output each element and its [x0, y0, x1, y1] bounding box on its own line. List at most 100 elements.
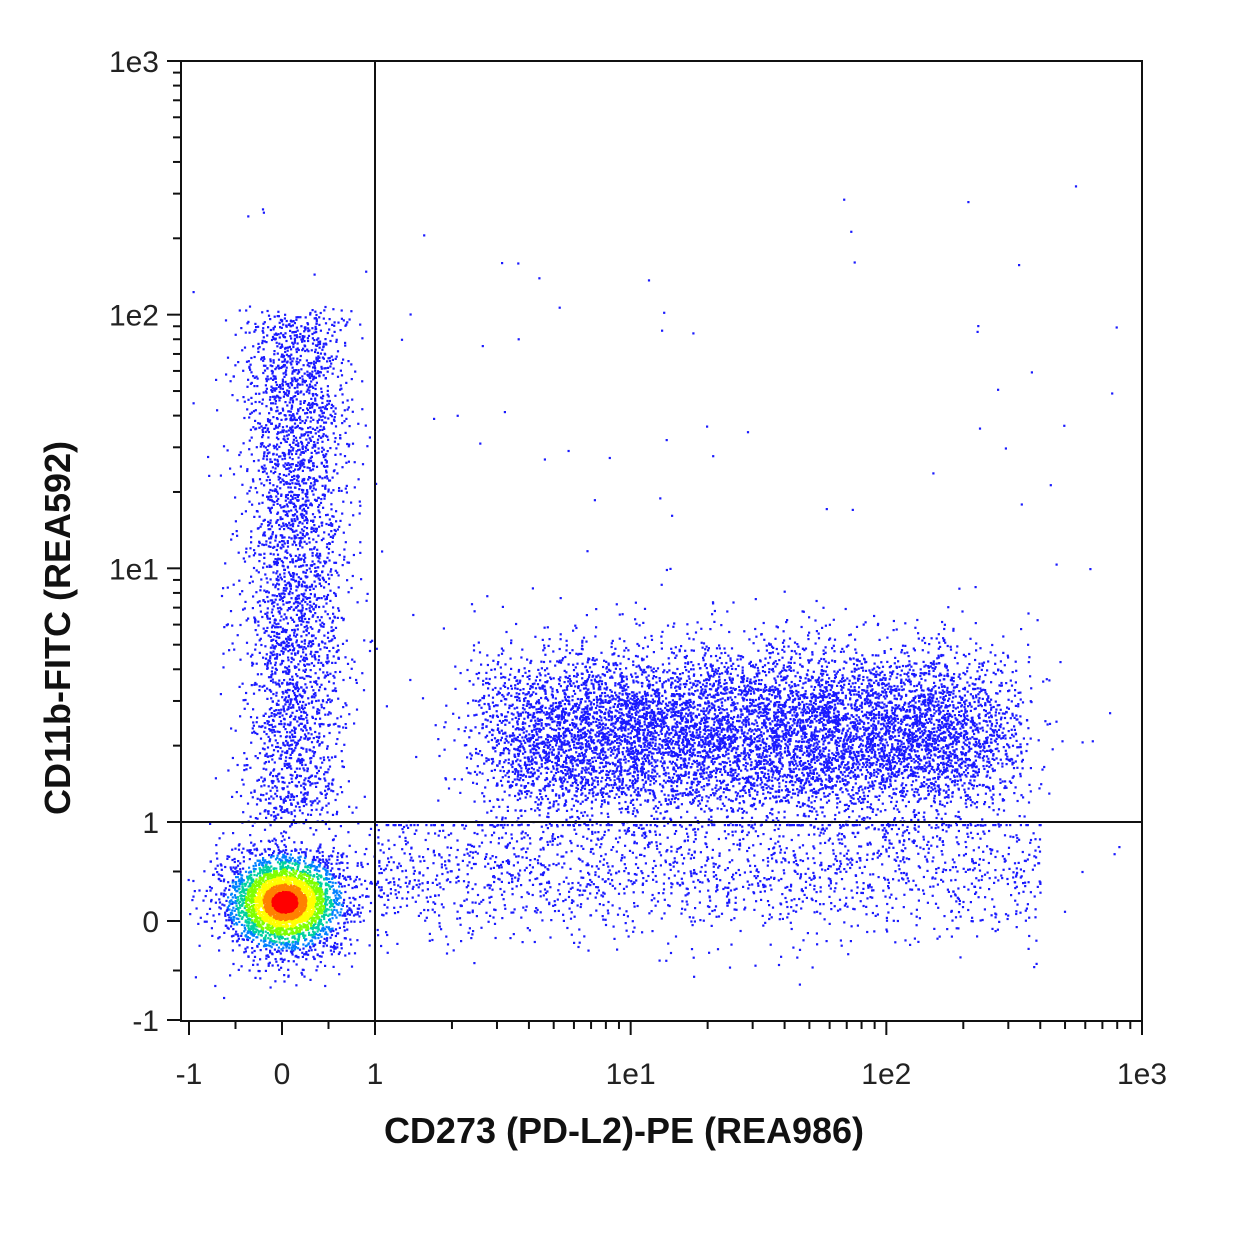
event-dot: [282, 849, 285, 852]
event-dot: [308, 640, 311, 643]
event-dot: [300, 325, 303, 328]
event-dot: [318, 597, 321, 600]
event-dot: [271, 786, 274, 789]
event-dot: [251, 653, 254, 656]
event-dot: [314, 948, 317, 951]
event-dot: [282, 589, 285, 592]
event-dot: [262, 532, 265, 535]
event-dot: [264, 612, 267, 615]
event-dot: [254, 976, 257, 979]
event-dot: [297, 556, 300, 559]
event-dot: [318, 743, 321, 746]
event-dot: [263, 451, 266, 454]
event-dot: [294, 391, 297, 394]
event-dot: [296, 720, 299, 723]
event-dot: [355, 708, 359, 711]
event-dot: [957, 732, 960, 735]
event-dot: [686, 781, 689, 785]
event-dot: [285, 467, 288, 471]
event-dot: [304, 683, 307, 686]
event-dot: [295, 452, 298, 455]
event-dot: [270, 676, 273, 679]
event-dot: [343, 558, 346, 561]
event-dot: [324, 487, 327, 490]
event-dot: [264, 798, 267, 801]
event-dot: [308, 737, 311, 740]
event-dot: [236, 870, 239, 873]
event-dot: [259, 853, 262, 856]
event-dot: [751, 824, 754, 827]
event-dot: [308, 383, 312, 386]
event-dot: [350, 920, 353, 923]
event-dot: [309, 749, 312, 752]
event-dot: [970, 705, 973, 708]
event-dot: [344, 914, 347, 917]
event-dot: [306, 770, 309, 773]
event-dot: [332, 790, 335, 793]
event-dot: [276, 511, 280, 514]
event-dot: [284, 380, 287, 383]
event-dot: [301, 380, 304, 383]
event-dot: [320, 367, 323, 370]
event-dot: [323, 777, 326, 780]
event-dot: [265, 341, 268, 344]
event-dot: [326, 543, 329, 546]
event-dot: [552, 805, 555, 808]
event-dot: [281, 835, 284, 838]
event-dot: [241, 590, 244, 593]
event-dot: [286, 346, 289, 349]
event-dot: [650, 731, 653, 734]
event-dot: [740, 710, 743, 713]
event-dot: [282, 524, 285, 527]
event-dot: [275, 642, 279, 645]
event-dot: [677, 747, 680, 750]
event-dot: [578, 706, 581, 709]
event-dot: [358, 915, 361, 918]
event-dot: [295, 666, 298, 669]
event-dot: [342, 726, 345, 729]
event-dot: [268, 961, 271, 964]
event-dot: [274, 558, 277, 561]
event-dot: [282, 430, 285, 434]
event-dot: [868, 669, 871, 672]
event-dot: [312, 737, 315, 740]
event-dot: [266, 617, 269, 620]
event-dot: [728, 738, 731, 741]
event-dot: [263, 777, 266, 780]
event-dot: [299, 460, 302, 463]
event-dot: [300, 528, 304, 531]
event-dot: [283, 536, 286, 539]
event-dot: [293, 541, 296, 544]
event-dot: [264, 645, 267, 648]
event-dot: [272, 850, 276, 853]
event-dot: [273, 427, 276, 430]
event-dot: [316, 548, 319, 551]
event-dot: [279, 625, 282, 629]
event-dot: [338, 731, 341, 734]
event-dot: [293, 620, 296, 623]
event-dot: [295, 639, 298, 642]
event-dot: [303, 372, 306, 375]
event-dot: [276, 485, 279, 488]
event-dot: [258, 392, 261, 395]
event-dot: [345, 484, 348, 487]
event-dot: [258, 400, 261, 404]
event-dot: [229, 974, 232, 977]
event-dot: [272, 484, 275, 487]
event-dot: [499, 754, 502, 757]
event-dot: [217, 873, 220, 876]
event-dot: [259, 445, 262, 448]
event-dot: [319, 340, 322, 343]
event-dot: [251, 503, 254, 506]
event-dot: [309, 978, 312, 981]
event-dot: [288, 634, 291, 637]
event-dot: [247, 617, 250, 620]
event-dot: [805, 754, 808, 757]
event-dot: [252, 460, 256, 463]
event-dot: [341, 393, 344, 396]
event-dot: [280, 832, 283, 835]
event-dot: [306, 370, 309, 373]
event-dot: [279, 663, 282, 666]
event-dot: [263, 810, 266, 813]
event-dot: [906, 664, 910, 667]
